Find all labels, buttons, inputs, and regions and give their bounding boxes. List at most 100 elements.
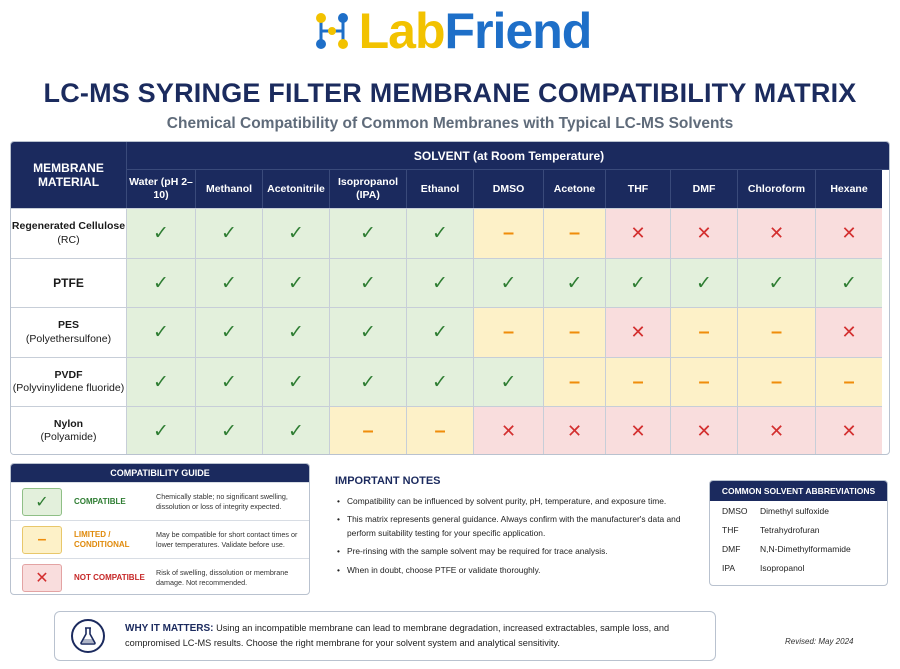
dash-icon: –: [362, 419, 374, 442]
check-icon: ✓: [22, 487, 62, 516]
matrix-cell: ✓: [329, 307, 406, 357]
membrane-name: PES: [57, 319, 79, 332]
check-icon: ✓: [360, 371, 376, 393]
matrix-cell: ✕: [670, 406, 737, 454]
solvent-column-header: Isopropanol (IPA): [329, 170, 406, 208]
check-icon: ✓: [432, 223, 448, 244]
matrix-cell: ✓: [406, 208, 473, 258]
compatibility-matrix: MEMBRANE MATERIAL SOLVENT (at Room Tempe…: [10, 141, 890, 455]
why-body: Using an incompatible membrane can lead …: [125, 623, 670, 648]
check-icon: ✓: [500, 272, 517, 294]
dash-icon: –: [502, 222, 515, 244]
abbreviation-row: DMSO Dimethyl sulfoxide: [710, 501, 887, 520]
matrix-cell: –: [543, 208, 605, 258]
membrane-material-header: MEMBRANE MATERIAL: [11, 142, 126, 208]
check-icon: ✓: [432, 322, 448, 343]
why-lead: WHY IT MATTERS:: [125, 623, 214, 635]
check-icon: ✓: [153, 272, 169, 294]
check-icon: ✓: [566, 272, 583, 294]
revised-date: Revised: May 2024: [785, 637, 854, 646]
matrix-cell: –: [605, 357, 670, 406]
check-icon: ✓: [432, 371, 448, 393]
check-icon: ✓: [630, 272, 646, 294]
matrix-cell: –: [543, 357, 605, 406]
abbreviation-key: DMF: [722, 543, 741, 554]
check-icon: ✓: [500, 371, 517, 393]
solvent-column-header: Ethanol: [406, 170, 473, 208]
matrix-cell: ✓: [126, 406, 195, 454]
x-icon: ✕: [696, 420, 712, 441]
check-icon: ✓: [841, 272, 857, 294]
x-icon: ✕: [841, 322, 857, 342]
important-notes: IMPORTANT NOTES Compatibility can be inf…: [335, 475, 705, 582]
matrix-cell: –: [737, 307, 815, 357]
check-icon: ✓: [221, 420, 237, 442]
dash-icon: –: [568, 222, 581, 244]
membrane-row-header: PTFE: [11, 258, 126, 307]
matrix-cell: ✓: [329, 208, 406, 258]
abbreviation-row: THF Tetrahydrofuran: [710, 520, 887, 539]
guide-title: COMPATIBILITY GUIDE: [11, 464, 309, 482]
matrix-cell: ✓: [126, 357, 195, 406]
matrix-cell: –: [473, 208, 543, 258]
note-item: Pre-rinsing with the sample solvent may …: [335, 545, 705, 559]
abbreviation-row: DMF N,N-Dimethylformamide: [710, 539, 887, 558]
check-icon: ✓: [288, 371, 304, 393]
membrane-subname: (RC): [57, 233, 80, 246]
x-icon: ✕: [841, 420, 857, 441]
check-icon: ✓: [696, 272, 712, 294]
flask-icon: [71, 619, 105, 653]
labfriend-logo: LabFriend: [0, 4, 900, 58]
dash-icon: –: [698, 321, 710, 343]
check-icon: ✓: [360, 322, 376, 343]
matrix-cell: –: [473, 307, 543, 357]
guide-description: Risk of swelling, dissolution or membran…: [156, 567, 289, 587]
note-item: This matrix represents general guidance.…: [335, 513, 705, 540]
solvent-column-header: Acetonitrile: [262, 170, 329, 208]
abbreviation-value: N,N-Dimethylformamide: [760, 543, 851, 554]
logo-text-lab: Lab: [358, 3, 446, 59]
matrix-cell: ✓: [262, 208, 329, 258]
matrix-cell: ✓: [126, 258, 195, 307]
check-icon: ✓: [360, 223, 376, 244]
abbreviations-title: COMMON SOLVENT ABBREVIATIONS: [710, 481, 887, 501]
abbreviation-value: Isopropanol: [760, 562, 805, 573]
solvent-header: SOLVENT (at Room Temperature): [126, 142, 889, 170]
guide-row-compatible: ✓ COMPATIBLE Chemically stable; no signi…: [11, 482, 309, 520]
abbreviation-value: Tetrahydrofuran: [760, 524, 820, 535]
x-icon: ✕: [22, 563, 62, 592]
check-icon: ✓: [153, 371, 169, 393]
matrix-cell: ✓: [670, 258, 737, 307]
membrane-row-header: Nylon (Polyamide): [11, 406, 126, 454]
check-icon: ✓: [288, 322, 304, 343]
check-icon: ✓: [432, 272, 448, 294]
check-icon: ✓: [288, 420, 304, 442]
solvent-column-header: Hexane: [815, 170, 882, 208]
solvent-column-header: Acetone: [543, 170, 605, 208]
matrix-cell: ✓: [126, 208, 195, 258]
matrix-cell: ✓: [543, 258, 605, 307]
matrix-cell: ✓: [406, 258, 473, 307]
matrix-cell: ✕: [737, 406, 815, 454]
check-icon: ✓: [153, 322, 169, 343]
check-icon: ✓: [153, 420, 169, 442]
logo-molecule-icon: [315, 13, 348, 49]
x-icon: ✕: [768, 420, 785, 441]
matrix-cell: –: [737, 357, 815, 406]
dash-icon: –: [632, 370, 644, 393]
guide-label: NOT COMPATIBLE: [74, 572, 145, 582]
matrix-cell: ✓: [473, 357, 543, 406]
abbreviation-value: Dimethyl sulfoxide: [760, 505, 829, 516]
membrane-row-header: PVDF (Polyvinylidene fluoride): [11, 357, 126, 406]
membrane-subname: (Polyamide): [40, 431, 97, 443]
x-icon: ✕: [566, 420, 583, 441]
membrane-subname: (Polyvinylidene fluoride): [12, 382, 125, 394]
matrix-cell: ✕: [543, 406, 605, 454]
membrane-subname: (Polyethersulfone): [25, 332, 112, 345]
matrix-cell: ✓: [737, 258, 815, 307]
matrix-cell: ✕: [670, 208, 737, 258]
matrix-cell: –: [329, 406, 406, 454]
dash-icon: –: [698, 370, 710, 393]
check-icon: ✓: [221, 223, 237, 244]
matrix-cell: ✕: [605, 307, 670, 357]
